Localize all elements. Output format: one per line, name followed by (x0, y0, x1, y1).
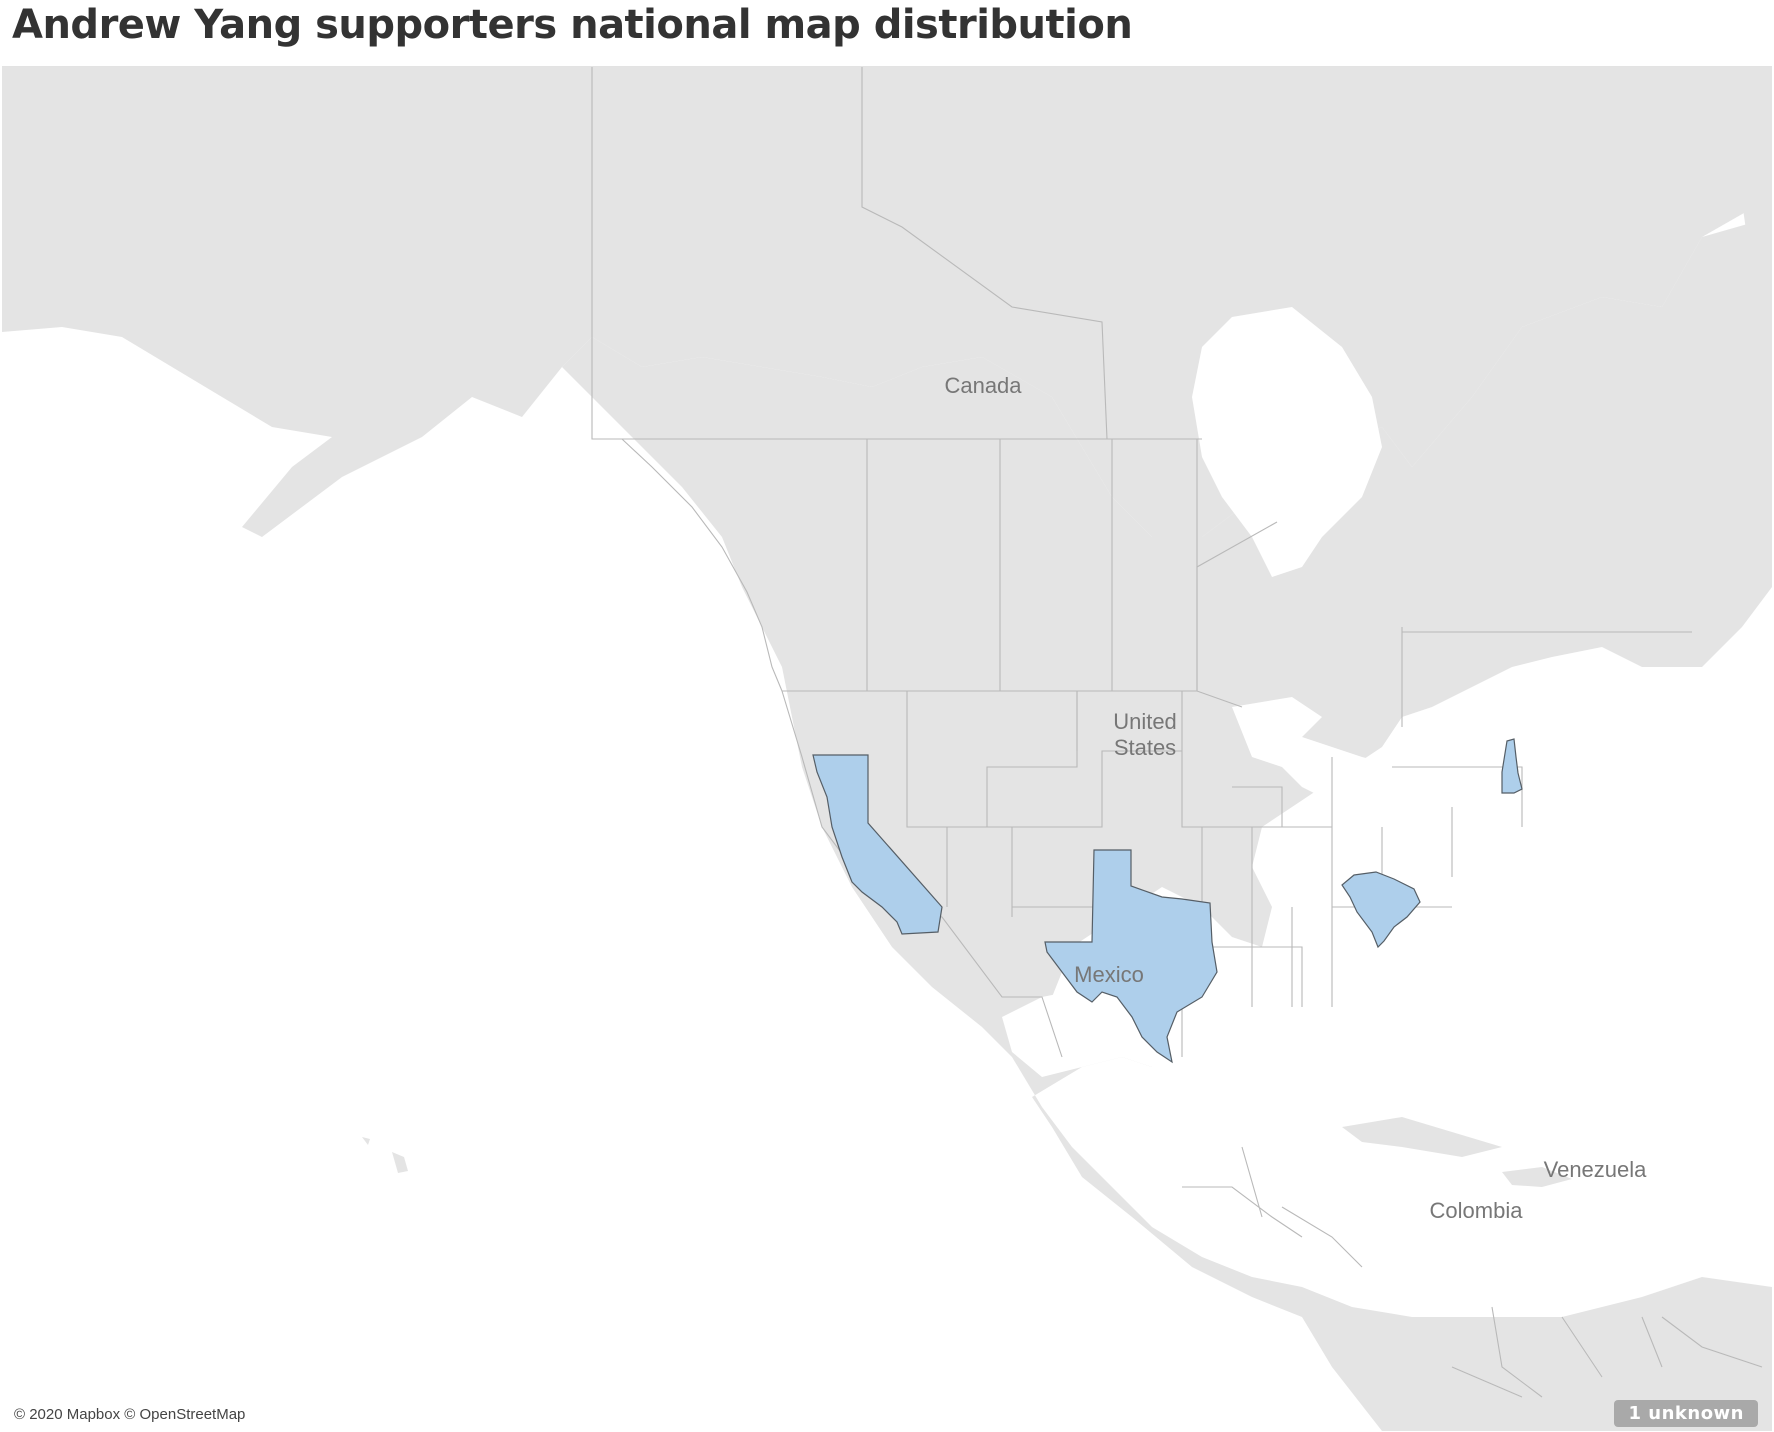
label-venezuela: Venezuela (1543, 1157, 1647, 1182)
label-united-states-line2: States (1113, 735, 1177, 760)
basemap[interactable] (2, 67, 1772, 1431)
hudson-bay (1192, 307, 1382, 577)
land-hawaii (362, 1137, 408, 1173)
land-north-america-main (562, 217, 1772, 1431)
land-cuba (1342, 1117, 1502, 1157)
label-united-states-line1: United (1113, 709, 1177, 734)
map-title: Andrew Yang supporters national map dist… (12, 2, 1133, 48)
unknown-indicator-button[interactable]: 1 unknown (1614, 1400, 1758, 1427)
land-greenland-edge (1732, 67, 1772, 277)
state-new-hampshire[interactable] (1501, 738, 1523, 794)
great-lakes (1232, 697, 1462, 827)
admin-borders (591, 67, 1763, 1398)
map-view[interactable]: Canada United States Mexico Venezuela Co… (2, 66, 1772, 1431)
state-south-carolina[interactable] (1341, 871, 1421, 949)
label-mexico: Mexico (1074, 962, 1144, 987)
map-attribution[interactable]: © 2020 Mapbox © OpenStreetMap (14, 1406, 246, 1423)
state-california[interactable] (812, 754, 943, 935)
label-colombia: Colombia (1429, 1198, 1523, 1223)
label-canada: Canada (944, 373, 1022, 398)
state-texas[interactable] (1044, 849, 1218, 1064)
land-hispaniola (1502, 1167, 1572, 1187)
